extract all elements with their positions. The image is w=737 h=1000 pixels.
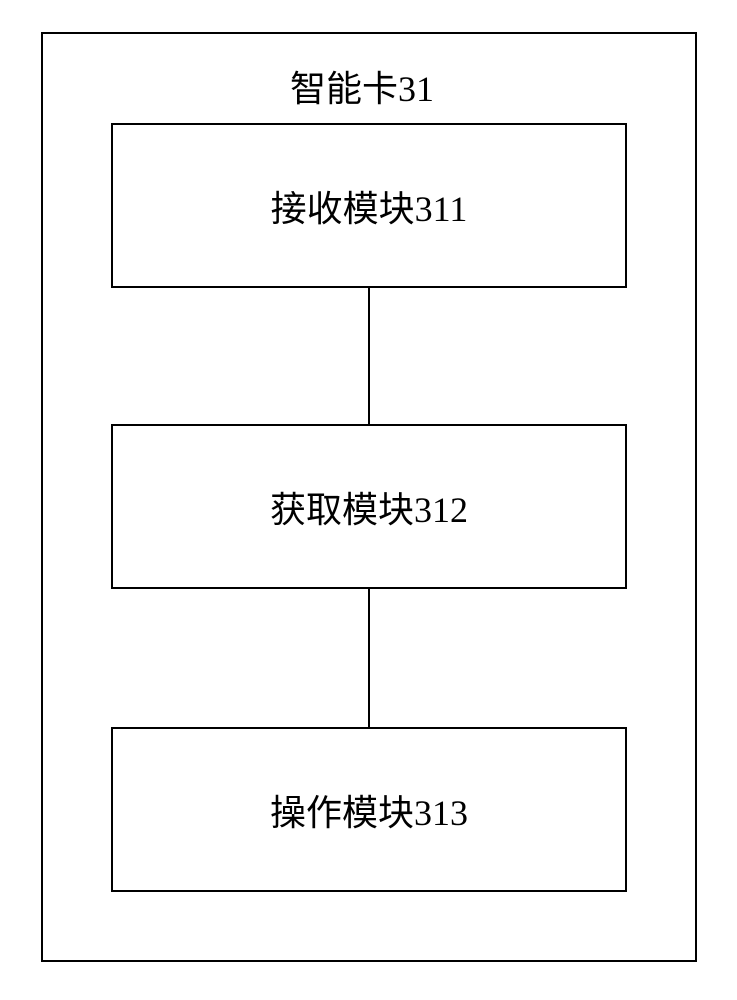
module-box-receive: 接收模块311 (111, 123, 627, 288)
module-label-receive: 接收模块311 (271, 180, 468, 232)
module-label-operation: 操作模块313 (270, 784, 468, 836)
module-label-acquire: 获取模块312 (270, 481, 468, 533)
connector-2-3 (368, 589, 370, 727)
diagram-title: 智能卡31 (290, 60, 434, 112)
module-box-operation: 操作模块313 (111, 727, 627, 892)
module-box-acquire: 获取模块312 (111, 424, 627, 589)
connector-1-2 (368, 288, 370, 424)
